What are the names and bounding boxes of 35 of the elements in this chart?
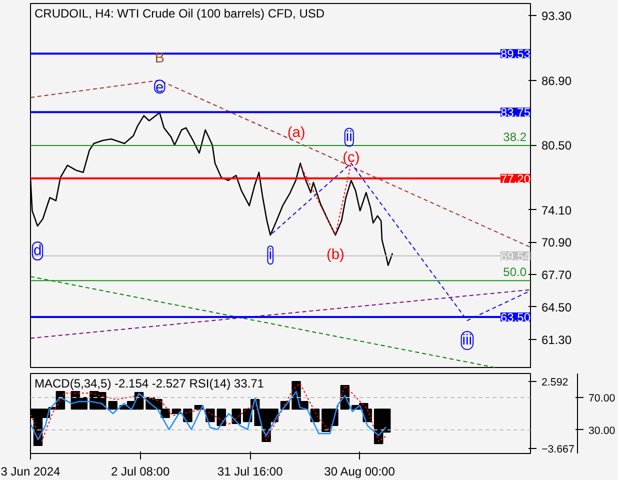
annotation: 38.2 bbox=[503, 130, 527, 144]
ref-line-label: 83.75 bbox=[500, 106, 531, 120]
x-tick-label: 2 Jul 08:00 bbox=[110, 464, 170, 478]
y-tick-label: 74.10 bbox=[542, 203, 572, 218]
bar bbox=[108, 400, 118, 410]
ref-line-label: 77.20 bbox=[500, 172, 531, 186]
y-tick-label: 70.90 bbox=[542, 236, 572, 250]
annotation: 50.0 bbox=[503, 265, 527, 280]
y-tick-label: 64.50 bbox=[542, 300, 572, 314]
annotation: d bbox=[33, 242, 42, 259]
x-tick-label: 3 Jun 2024 bbox=[0, 464, 61, 478]
annotation: ii bbox=[346, 129, 352, 146]
x-tick-label: 31 Jul 16:00 bbox=[217, 464, 284, 478]
y-tick-label: 93.30 bbox=[542, 9, 572, 24]
y-tick-label: 80.50 bbox=[542, 138, 572, 153]
annotation: (b) bbox=[326, 247, 344, 264]
chart-title: CRUDOIL, H4: WTI Crude Oil (100 barrels) CFD, USD bbox=[34, 6, 325, 20]
annotation: B bbox=[154, 50, 165, 66]
y-tick-label: 86.90 bbox=[542, 74, 572, 88]
y-tick-label: 67.70 bbox=[542, 268, 572, 282]
y-tick-label: 61.30 bbox=[542, 332, 572, 347]
y2-tick-label: 70.00 bbox=[588, 392, 616, 404]
y2-tick-label: 30.00 bbox=[588, 424, 616, 437]
y-tick-label: −3.667 bbox=[542, 443, 574, 456]
annotation: e bbox=[156, 80, 164, 96]
ref-line-label: 63.50 bbox=[500, 310, 531, 325]
annotation: i bbox=[268, 247, 272, 264]
line-series bbox=[30, 390, 387, 440]
annotation: iii bbox=[462, 332, 472, 349]
ref-line-label: 89.53 bbox=[500, 47, 531, 62]
annotation: (a) bbox=[287, 125, 306, 142]
x-tick-label: 30 Aug 00:00 bbox=[324, 464, 396, 478]
annotation: (c) bbox=[342, 150, 360, 166]
chart-title: MACD(5,34,5) -2.154 -2.527 RSI(14) 33.71 bbox=[34, 376, 264, 390]
y-tick-label: 2.592 bbox=[542, 376, 568, 388]
